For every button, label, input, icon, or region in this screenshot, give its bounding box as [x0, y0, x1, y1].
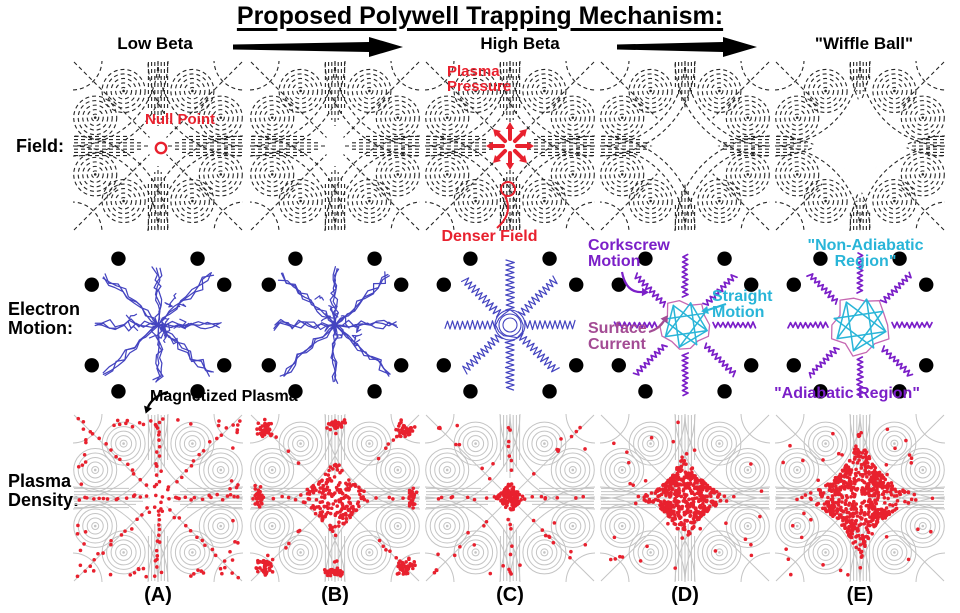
- density-panel-d: [600, 414, 770, 582]
- annotation-straight-motion: Straight Motion: [712, 288, 773, 321]
- electron-panel-c: [436, 251, 584, 399]
- coil-dots: [261, 251, 409, 399]
- annotation-denser-field: Denser Field: [441, 228, 538, 245]
- annotation-magnetized-plasma: Magnetized Plasma: [150, 388, 298, 405]
- row-label-plasma-density: Plasma Density:: [8, 471, 80, 510]
- column-header-wiffle-ball: "Wiffle Ball": [814, 34, 914, 53]
- coil-dots: [611, 251, 759, 399]
- column-header-high-beta: High Beta: [480, 34, 560, 53]
- page-title: Proposed Polywell Trapping Mechanism:: [236, 2, 724, 30]
- annotation-non-adiabatic-region: "Non-Adiabatic Region": [807, 237, 924, 270]
- row-label-field: Field:: [16, 136, 64, 156]
- field-panel-c: [425, 61, 595, 231]
- electron-panel-b: [261, 251, 409, 399]
- electron-panel-d: [611, 251, 759, 399]
- panel-label-c: (C): [496, 584, 524, 606]
- coil-dots: [786, 251, 934, 399]
- column-header-low-beta: Low Beta: [117, 34, 193, 53]
- panel-label-d: (D): [671, 584, 699, 606]
- density-panel-c: [425, 414, 595, 582]
- electron-panel-a: [84, 251, 232, 399]
- density-panel-e: [775, 414, 945, 582]
- field-panel-a: [73, 61, 243, 231]
- annotation-adiabatic-region: "Adiabatic Region": [774, 385, 920, 402]
- field-panel-e: [775, 61, 945, 231]
- panel-label-a: (A): [144, 584, 172, 606]
- panel-label-b: (B): [321, 584, 349, 606]
- row-label-electron-motion: Electron Motion:: [8, 299, 81, 338]
- annotation-corkscrew-motion: Corkscrew Motion: [588, 237, 670, 270]
- annotation-plasma-pressure: Plasma Pressure: [447, 63, 512, 95]
- electron-panel-e: [786, 251, 934, 399]
- annotation-surface-current: Surface Current: [588, 320, 647, 353]
- panel-label-e: (E): [846, 584, 874, 606]
- field-panel-d: [600, 61, 770, 231]
- density-panel-b: [250, 414, 420, 582]
- density-panel-a: [73, 414, 243, 582]
- coil-dots: [436, 251, 584, 399]
- coil-dots: [84, 251, 232, 399]
- annotation-null-point: Null Point: [145, 111, 215, 128]
- field-panel-b: [250, 61, 420, 231]
